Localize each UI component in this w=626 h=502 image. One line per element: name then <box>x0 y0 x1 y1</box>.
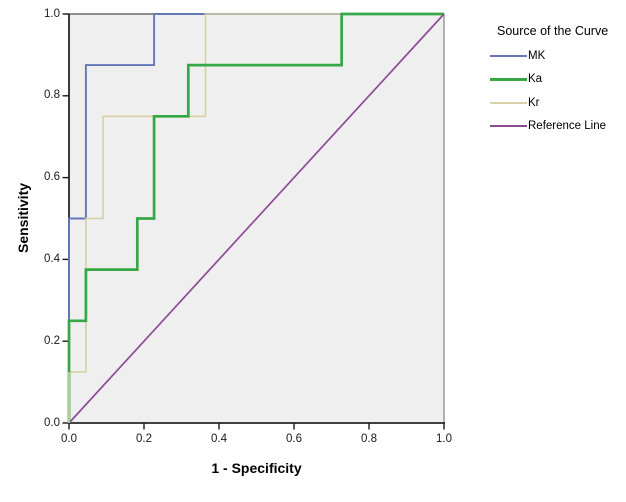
x-axis-tick-label: 0.4 <box>211 433 227 445</box>
y-axis-tick-label: 0.8 <box>44 89 60 102</box>
x-axis-tick-label: 0.0 <box>61 433 77 445</box>
x-axis-tick-label: 0.6 <box>286 433 302 445</box>
legend: Source of the Curve MK Ka Kr Reference Line <box>490 24 626 138</box>
x-axis-title: 1 - Specificity <box>211 460 302 476</box>
legend-swatch-ka <box>490 77 527 81</box>
legend-label-kr: Kr <box>528 96 540 109</box>
legend-item-kr: Kr <box>490 91 626 115</box>
legend-swatch-reference-line <box>490 125 527 128</box>
y-axis-tick-label: 0.4 <box>44 252 60 265</box>
x-axis-tick-label: 0.8 <box>361 433 377 445</box>
y-axis-tick-label: 1.0 <box>44 7 60 20</box>
curve-kr <box>68 13 444 423</box>
legend-item-reference-line: Reference Line <box>490 115 626 139</box>
y-axis-title: Sensitivity <box>15 182 31 254</box>
legend-item-ka: Ka <box>490 68 626 92</box>
legend-title: Source of the Curve <box>497 24 609 38</box>
curve-ka <box>67 12 444 423</box>
x-axis-tick-label: 1.0 <box>436 433 452 445</box>
x-axis-tick-label: 0.2 <box>136 433 152 445</box>
legend-swatch-kr <box>490 101 527 104</box>
legend-items: MK Ka Kr Reference Line <box>490 44 626 138</box>
y-axis-tick-label: 0.2 <box>44 334 60 347</box>
legend-swatch-mk <box>490 54 527 57</box>
curve-mk <box>68 13 444 423</box>
legend-label-ka: Ka <box>528 73 543 86</box>
legend-label-mk: MK <box>528 49 546 62</box>
legend-label-reference-line: Reference Line <box>528 120 606 133</box>
curve-reference-line <box>68 13 445 424</box>
y-axis-tick-label: 0.0 <box>44 416 60 429</box>
legend-item-mk: MK <box>490 44 626 68</box>
y-axis-tick-label: 0.6 <box>44 171 60 184</box>
